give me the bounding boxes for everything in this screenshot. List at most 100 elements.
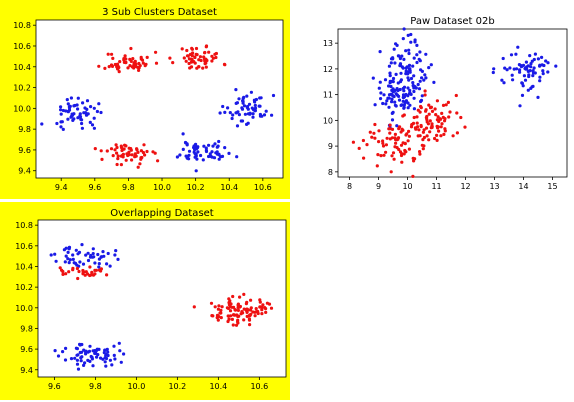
scatter-point-red — [103, 66, 107, 70]
scatter-point-blue — [223, 110, 227, 114]
scatter-point-red — [455, 111, 459, 115]
scatter-point-red — [113, 148, 117, 152]
scatter-point-blue — [404, 72, 408, 76]
scatter-point-blue — [69, 115, 73, 119]
scatter-point-red — [365, 143, 369, 147]
scatter-point-blue — [407, 63, 412, 67]
scatter-point-red — [83, 273, 87, 277]
scatter-point-blue — [78, 260, 82, 264]
scatter-point-red — [370, 135, 374, 139]
scatter-point-blue — [89, 105, 93, 109]
scatter-point-red — [411, 174, 415, 178]
chart-title: 3 Sub Clusters Dataset — [102, 7, 217, 18]
scatter-point-blue — [429, 63, 433, 67]
scatter-point-blue — [517, 63, 521, 67]
y-tick-label: 10.6 — [13, 42, 31, 51]
scatter-point-red — [448, 110, 452, 114]
scatter-point-red — [422, 135, 426, 140]
scatter-point-blue — [391, 90, 395, 94]
scatter-point-blue — [389, 61, 393, 65]
scatter-point-red — [351, 140, 355, 144]
scatter-point-red — [204, 44, 209, 48]
scatter-point-red — [89, 273, 93, 277]
scatter-point-blue — [213, 142, 217, 146]
scatter-point-red — [236, 302, 240, 306]
scatter-point-blue — [72, 112, 76, 116]
scatter-point-blue — [84, 253, 88, 257]
scatter-point-red — [256, 311, 260, 316]
scatter-point-blue — [397, 98, 402, 102]
scatter-point-blue — [377, 86, 381, 90]
scatter-point-red — [184, 59, 188, 63]
scatter-point-blue — [412, 74, 416, 78]
scatter-point-blue — [245, 105, 249, 110]
scatter-point-red — [226, 314, 230, 318]
scatter-point-blue — [92, 116, 96, 120]
scatter-point-blue — [207, 143, 211, 147]
scatter-point-red — [151, 150, 155, 154]
scatter-point-red — [415, 121, 419, 125]
scatter-point-blue — [212, 156, 217, 160]
scatter-point-blue — [398, 64, 402, 68]
x-tick-label: 9.8 — [122, 183, 135, 192]
scatter-point-red — [416, 108, 420, 112]
scatter-point-blue — [108, 264, 112, 268]
scatter-point-blue — [383, 78, 388, 82]
scatter-point-red — [427, 138, 431, 142]
scatter-point-red — [130, 158, 134, 162]
scatter-point-blue — [199, 153, 203, 158]
x-tick-label: 10 — [402, 182, 412, 191]
scatter-point-red — [190, 54, 194, 58]
scatter-point-red — [186, 54, 190, 58]
scatter-point-red — [233, 308, 237, 312]
scatter-point-blue — [393, 61, 397, 65]
scatter-point-blue — [80, 355, 84, 359]
scatter-point-red — [60, 268, 64, 272]
scatter-point-blue — [540, 63, 544, 67]
scatter-points — [40, 44, 276, 173]
y-tick-label: 9.8 — [18, 125, 31, 134]
scatter-point-red — [427, 112, 431, 116]
plot-area — [37, 219, 287, 378]
scatter-point-blue — [515, 67, 519, 71]
scatter-point-red — [210, 314, 214, 318]
scatter-point-blue — [91, 364, 95, 368]
scatter-point-blue — [106, 251, 110, 256]
y-tick-label: 9.6 — [20, 345, 33, 354]
scatter-point-red — [128, 64, 132, 68]
scatter-point-red — [207, 50, 211, 54]
scatter-point-red — [77, 269, 81, 274]
overlapping-scatter-chart: Overlapping Dataset 9.6 9.8 10.0 10.2 10.4 10.… — [15, 208, 287, 391]
scatter-point-red — [138, 64, 142, 68]
scatter-point-blue — [218, 111, 222, 115]
sub-clusters-scatter-chart: 3 Sub Clusters Dataset 9.4 9.6 9.8 10.0 10.2 1… — [13, 7, 284, 192]
scatter-point-blue — [391, 94, 395, 98]
scatter-point-red — [406, 139, 410, 143]
scatter-point-blue — [116, 257, 120, 261]
scatter-point-red — [269, 306, 274, 310]
scatter-point-red — [93, 272, 97, 276]
scatter-point-blue — [432, 80, 436, 84]
scatter-point-red — [381, 139, 385, 143]
y-tick-label: 9 — [328, 142, 333, 151]
scatter-point-blue — [71, 253, 75, 257]
scatter-point-red — [394, 141, 398, 145]
scatter-point-blue — [78, 115, 83, 119]
scatter-point-blue — [409, 32, 413, 37]
scatter-point-red — [188, 66, 192, 70]
scatter-point-red — [115, 145, 119, 150]
scatter-point-blue — [75, 347, 79, 351]
scatter-point-blue — [522, 74, 526, 78]
scatter-point-red — [136, 165, 140, 169]
y-tick-label: 10.2 — [13, 84, 31, 93]
scatter-point-blue — [54, 259, 58, 263]
scatter-point-blue — [258, 112, 262, 117]
scatter-point-red — [99, 149, 103, 153]
scatter-point-red — [118, 60, 122, 64]
scatter-point-blue — [92, 126, 96, 130]
scatter-point-blue — [84, 349, 88, 353]
scatter-point-red — [61, 272, 65, 276]
scatter-point-red — [258, 298, 262, 302]
scatter-point-red — [236, 314, 240, 319]
scatter-point-red — [134, 64, 138, 68]
